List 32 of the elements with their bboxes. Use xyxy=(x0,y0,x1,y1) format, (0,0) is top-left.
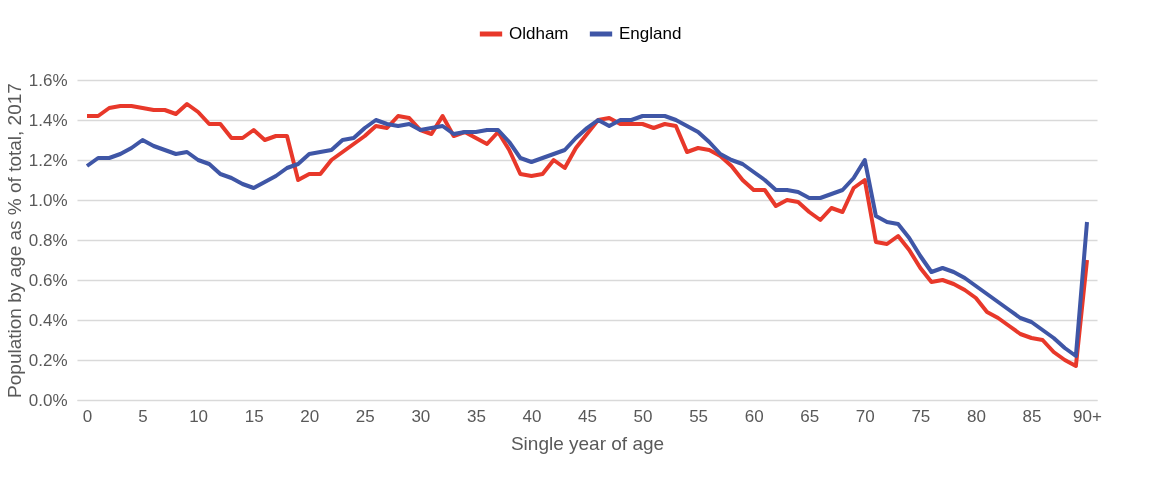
legend-label: Oldham xyxy=(509,24,569,43)
y-tick-label: 0.6% xyxy=(28,270,68,290)
y-axis-title: Population by age as % of total, 2017 xyxy=(3,83,25,398)
x-tick-label: 90+ xyxy=(1073,406,1102,426)
x-tick-label: 30 xyxy=(411,406,431,426)
x-tick-label: 45 xyxy=(578,406,597,426)
x-tick-label: 35 xyxy=(466,406,486,426)
x-tick-label: 25 xyxy=(355,406,375,426)
x-tick-label: 10 xyxy=(189,406,209,426)
y-tick-label: 0.2% xyxy=(28,350,68,370)
x-tick-label: 15 xyxy=(244,406,264,426)
x-tick-label: 0 xyxy=(82,406,93,426)
x-tick-label: 80 xyxy=(966,406,986,426)
x-tick-label: 70 xyxy=(855,406,875,426)
y-tick-label: 0.4% xyxy=(28,310,68,330)
y-tick-label: 1.4% xyxy=(28,110,68,130)
y-tick-label: 1.2% xyxy=(28,150,68,170)
x-axis-title: Single year of age xyxy=(510,432,665,454)
x-tick-label: 85 xyxy=(1022,406,1042,426)
x-tick-label: 5 xyxy=(138,406,148,426)
x-tick-label: 40 xyxy=(522,406,542,426)
legend-label: England xyxy=(619,24,682,43)
x-tick-label: 55 xyxy=(689,406,709,426)
x-tick-label: 65 xyxy=(800,406,820,426)
y-tick-label: 0.8% xyxy=(28,230,68,250)
x-tick-label: 50 xyxy=(633,406,653,426)
y-tick-label: 1.0% xyxy=(28,190,68,210)
x-tick-label: 60 xyxy=(744,406,764,426)
y-tick-label: 1.6% xyxy=(28,70,68,90)
y-tick-label: 0.0% xyxy=(28,390,68,410)
x-tick-label: 75 xyxy=(911,406,931,426)
x-tick-label: 20 xyxy=(300,406,320,426)
